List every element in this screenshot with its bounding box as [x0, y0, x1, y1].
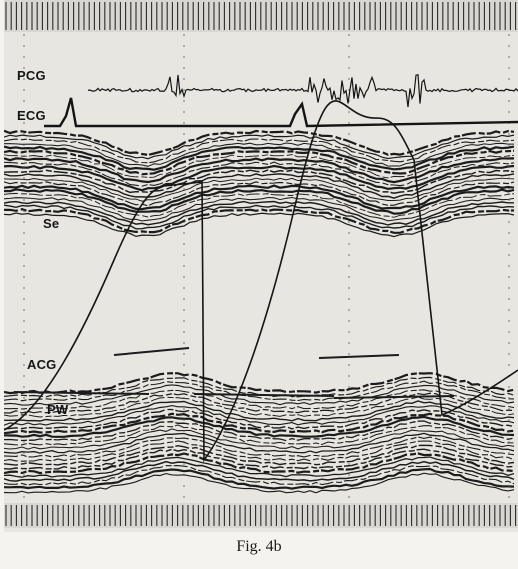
septum-label: Se — [43, 216, 60, 231]
ecg-label: ECG — [17, 108, 46, 123]
mid-cavity-echoes — [13, 347, 455, 399]
timing-grid-lines — [23, 34, 510, 500]
posterior-wall-echo-band — [4, 372, 515, 494]
septal-echo-band — [4, 129, 515, 238]
top-timing-marker-strip — [4, 0, 518, 32]
pcg-label: PCG — [17, 68, 46, 83]
pcg-trace — [87, 73, 518, 108]
m-mode-echo-image — [4, 0, 518, 528]
posterior-wall-label: PW — [47, 402, 69, 417]
ecg-trace — [44, 97, 518, 128]
acg-label: ACG — [27, 357, 57, 372]
echocardiogram-recording: PCG ECG Se ACG PW — [4, 0, 518, 532]
bottom-timing-marker-strip — [4, 503, 518, 528]
acg-trace — [4, 100, 518, 463]
figure-caption: Fig. 4b — [236, 538, 282, 555]
